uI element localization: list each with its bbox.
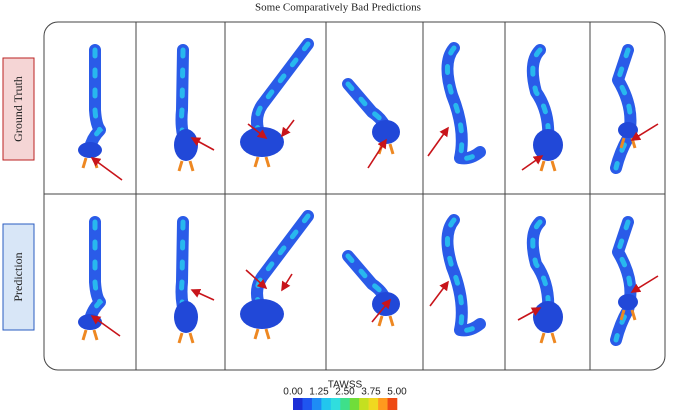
vessel (174, 44, 198, 172)
aneurysm (174, 301, 198, 333)
vessel-patch (87, 219, 104, 323)
colorbar-tick-label: 2.50 (335, 387, 355, 398)
arrow (245, 269, 268, 290)
vessel-patch (613, 47, 633, 171)
aneurysm (174, 129, 198, 161)
arrow (281, 119, 295, 138)
vessel (441, 214, 486, 337)
vessel-patch (87, 47, 104, 151)
vessel-patch (179, 219, 189, 320)
arrow (521, 155, 544, 171)
vessel (610, 216, 638, 346)
arrow (367, 138, 387, 169)
arrow (90, 315, 121, 337)
branch (377, 315, 395, 327)
colorbar-segment (330, 398, 341, 410)
row-label: Ground Truth (11, 76, 25, 142)
arrow (429, 280, 449, 307)
branch (619, 309, 637, 321)
branch (177, 332, 195, 344)
aneurysm (372, 120, 400, 144)
colorbar-tick-label: 5.00 (387, 387, 407, 398)
figure-title: Some Comparatively Bad Predictions (255, 2, 421, 14)
arrow (427, 126, 449, 157)
colorbar: 0.00 1.25 2.50 3.75 5.00 (283, 387, 407, 410)
aneurysm (533, 301, 563, 333)
vessel-patch (445, 45, 483, 161)
vessel-patch (613, 219, 633, 343)
vessel (342, 78, 400, 155)
colorbar-segment (321, 398, 332, 410)
vessel (174, 216, 198, 344)
arrow (90, 157, 123, 181)
aneurysm (240, 299, 284, 329)
arrow (630, 275, 659, 293)
arrow (371, 298, 392, 323)
aneurysm (78, 142, 102, 158)
arrow (630, 123, 659, 141)
vessel (526, 44, 563, 172)
vessel-patch (179, 47, 189, 148)
colorbar-segment (368, 398, 379, 410)
row-label: Prediction (11, 252, 25, 301)
aneurysm (78, 314, 102, 330)
row-label-box (2, 223, 35, 331)
arrow (190, 288, 215, 301)
vessel-patch (530, 219, 551, 315)
arrow (247, 123, 268, 139)
branch (539, 160, 557, 172)
branch (81, 329, 99, 341)
grid-lines (44, 22, 665, 370)
colorbar-segment (340, 398, 351, 410)
vessel-patch (530, 47, 551, 143)
arrow (517, 307, 542, 321)
colorbar-segment (378, 398, 388, 410)
arrow (281, 273, 293, 292)
colorbar-segment (359, 398, 369, 410)
vessel-patch (445, 217, 483, 333)
colorbar-segment (302, 398, 313, 410)
vessel-renderings (78, 38, 659, 346)
vessel (240, 210, 314, 340)
aneurysm (533, 129, 563, 161)
colorbar-segment (311, 398, 322, 410)
colorbar-title: TAWSS (328, 380, 363, 391)
colorbar-segment (387, 398, 398, 410)
colorbar-tick-label: 0.00 (283, 387, 303, 398)
branch (177, 160, 195, 172)
colorbar-tick-label: 3.75 (361, 387, 381, 398)
vessel (441, 42, 486, 165)
branch (253, 328, 271, 340)
panel-frame (43, 21, 666, 371)
aneurysm (618, 122, 638, 138)
aneurysm (618, 294, 638, 310)
branch (539, 332, 557, 344)
row-label-box (2, 57, 35, 161)
vessel (610, 44, 638, 174)
arrow (190, 137, 215, 151)
colorbar-tick-label: 1.25 (309, 387, 329, 398)
colorbar-segment (293, 398, 303, 410)
aneurysm (240, 127, 284, 157)
colorbar-segment (349, 398, 360, 410)
branch (253, 156, 271, 168)
